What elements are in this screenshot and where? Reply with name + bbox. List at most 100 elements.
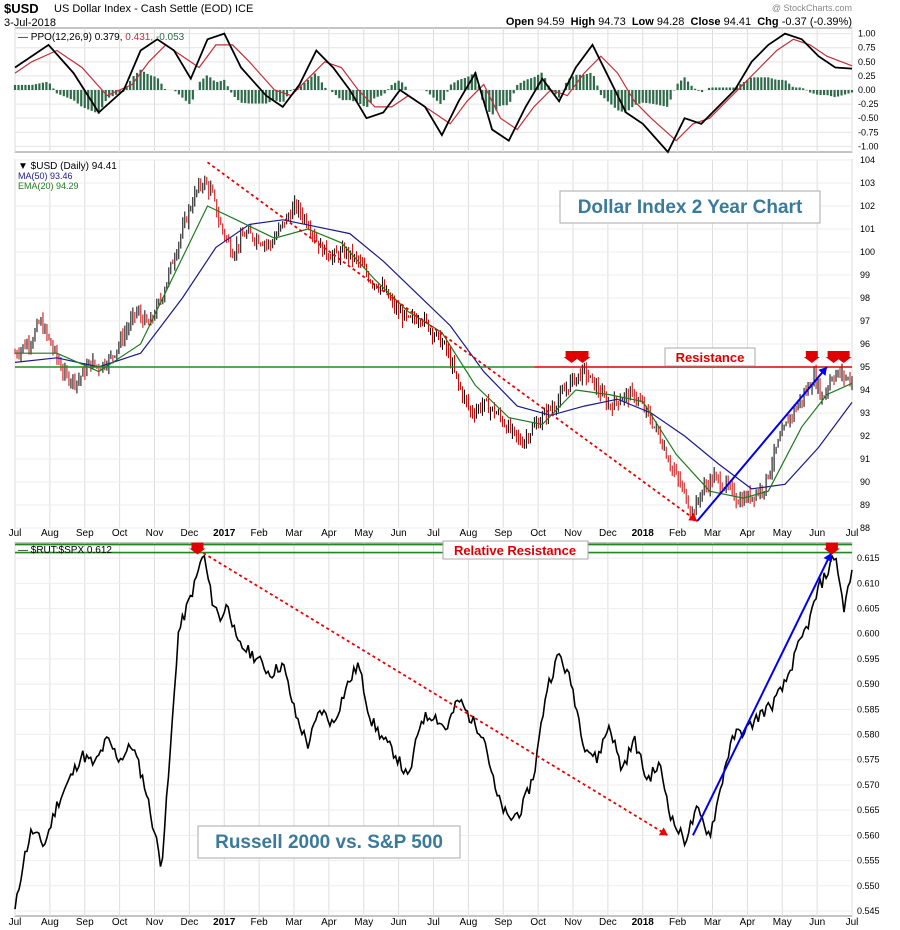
y-tick-label: -0.50 (858, 113, 879, 123)
low-value: 94.28 (656, 16, 685, 28)
y-tick-label: 0.00 (858, 85, 876, 95)
y-tick-label: 0.615 (857, 553, 880, 563)
y-tick-label: 0.575 (857, 755, 880, 765)
open-value: 94.59 (537, 16, 565, 28)
x-tick-label: Sep (76, 917, 94, 928)
usd-legend: ▼ $USD (Daily) 94.41 (18, 161, 117, 172)
y-tick-label: 0.545 (857, 906, 880, 916)
x-tick-label: Aug (459, 528, 477, 539)
x-tick-label: May (354, 528, 373, 539)
x-tick-label: Nov (146, 917, 164, 928)
y-tick-label: 97 (860, 316, 870, 326)
uptrend-line (696, 366, 828, 522)
y-tick-label: 0.600 (857, 629, 880, 639)
dollar-annotation-box (559, 190, 821, 224)
resistance-label-box (664, 347, 756, 367)
x-tick-label: Nov (564, 917, 582, 928)
chg-label: Chg (757, 16, 779, 28)
x-tick-label: Sep (494, 528, 512, 539)
close-label: Close (690, 16, 721, 28)
y-tick-label: 93 (860, 408, 870, 418)
ratio-legend: — $RUT:$SPX 0.612 (18, 545, 112, 556)
y-tick-label: -1.00 (858, 141, 879, 151)
x-tick-label: Nov (146, 528, 164, 539)
x-tick-label: Feb (669, 528, 687, 539)
x-tick-label: Mar (704, 917, 722, 928)
x-tick-label: Dec (180, 917, 198, 928)
y-tick-label: 96 (860, 339, 870, 349)
y-tick-label: 0.25 (858, 71, 876, 81)
ppo-signal-line (14, 38, 853, 142)
ratio-downtrend-arrowhead (658, 827, 668, 836)
credit: @ StockCharts.com (771, 3, 852, 13)
y-tick-label: 90 (860, 477, 870, 487)
y-tick-label: 101 (860, 224, 875, 234)
x-tick-label: Oct (112, 528, 128, 539)
y-tick-label: 0.560 (857, 830, 880, 840)
x-tick-label: May (354, 917, 373, 928)
x-tick-label: Apr (321, 528, 337, 539)
relative-resistance-marker (823, 542, 840, 555)
x-tick-label: Feb (251, 528, 269, 539)
x-tick-label: Jul (9, 528, 22, 539)
y-tick-label: 104 (860, 155, 875, 165)
x-tick-label: Dec (599, 528, 617, 539)
open-label: Open (505, 16, 534, 28)
low-label: Low (631, 16, 654, 28)
x-tick-label: Feb (251, 917, 269, 928)
resistance-marker (563, 351, 580, 363)
y-tick-label: 99 (860, 270, 870, 280)
ratio-uptrend-line (692, 552, 832, 836)
y-tick-label: 103 (860, 178, 875, 188)
ma50-line (14, 219, 853, 490)
x-tick-label: 2017 (213, 917, 236, 928)
dollar-annotation-text: Dollar Index 2 Year Chart (578, 197, 803, 218)
y-tick-label: 102 (860, 201, 875, 211)
y-tick-label: 92 (860, 431, 870, 441)
y-tick-label: 94 (860, 385, 870, 395)
relative-resistance-marker (189, 542, 206, 555)
x-tick-label: Oct (530, 917, 546, 928)
resistance-marker (825, 351, 842, 363)
y-tick-label: 98 (860, 293, 870, 303)
y-tick-label: 0.75 (858, 43, 876, 53)
y-tick-label: 95 (860, 362, 870, 372)
y-tick-label: 91 (860, 454, 870, 464)
x-tick-label: Jul (846, 528, 859, 539)
x-tick-label: Mar (285, 917, 303, 928)
y-tick-label: 0.565 (857, 805, 880, 815)
y-tick-label: -0.75 (858, 127, 879, 137)
resistance-marker (803, 351, 820, 363)
x-tick-label: Jun (391, 528, 407, 539)
x-tick-label: 2017 (213, 528, 236, 539)
uptrend-arrowhead (818, 367, 827, 376)
x-tick-label: 2018 (632, 917, 655, 928)
x-tick-label: Oct (112, 917, 128, 928)
relative-resistance-label: Relative Resistance (454, 543, 576, 558)
x-tick-label: Sep (76, 528, 94, 539)
close-value: 94.41 (723, 16, 752, 28)
x-tick-label: Dec (599, 917, 617, 928)
high-value: 94.73 (598, 16, 626, 28)
ema20-legend: EMA(20) 94.29 (18, 181, 79, 191)
y-tick-label: 0.595 (857, 654, 880, 664)
y-tick-label: 1.00 (858, 29, 876, 39)
resistance-marker (835, 351, 852, 363)
russell-annotation-box (197, 825, 461, 859)
ratio-downtrend-line (202, 552, 669, 837)
symbol-description: US Dollar Index - Cash Settle (EOD) ICE (54, 3, 254, 15)
x-tick-label: Jul (846, 917, 859, 928)
ratio-line (14, 554, 853, 910)
quote-bar: Open 94.59 High 94.73 Low 94.28 Close 94… (506, 16, 852, 28)
y-tick-label: 0.580 (857, 730, 880, 740)
x-tick-label: Dec (180, 528, 198, 539)
russell-annotation-text: Russell 2000 vs. S&P 500 (215, 832, 443, 853)
x-tick-label: Mar (285, 528, 303, 539)
x-tick-label: Apr (321, 917, 337, 928)
x-tick-label: May (773, 917, 792, 928)
x-tick-label: Aug (41, 917, 59, 928)
ma50-legend: MA(50) 93.46 (18, 171, 73, 181)
downtrend-arrowhead (688, 512, 698, 522)
x-tick-label: Apr (740, 917, 756, 928)
y-tick-label: 100 (860, 247, 875, 257)
